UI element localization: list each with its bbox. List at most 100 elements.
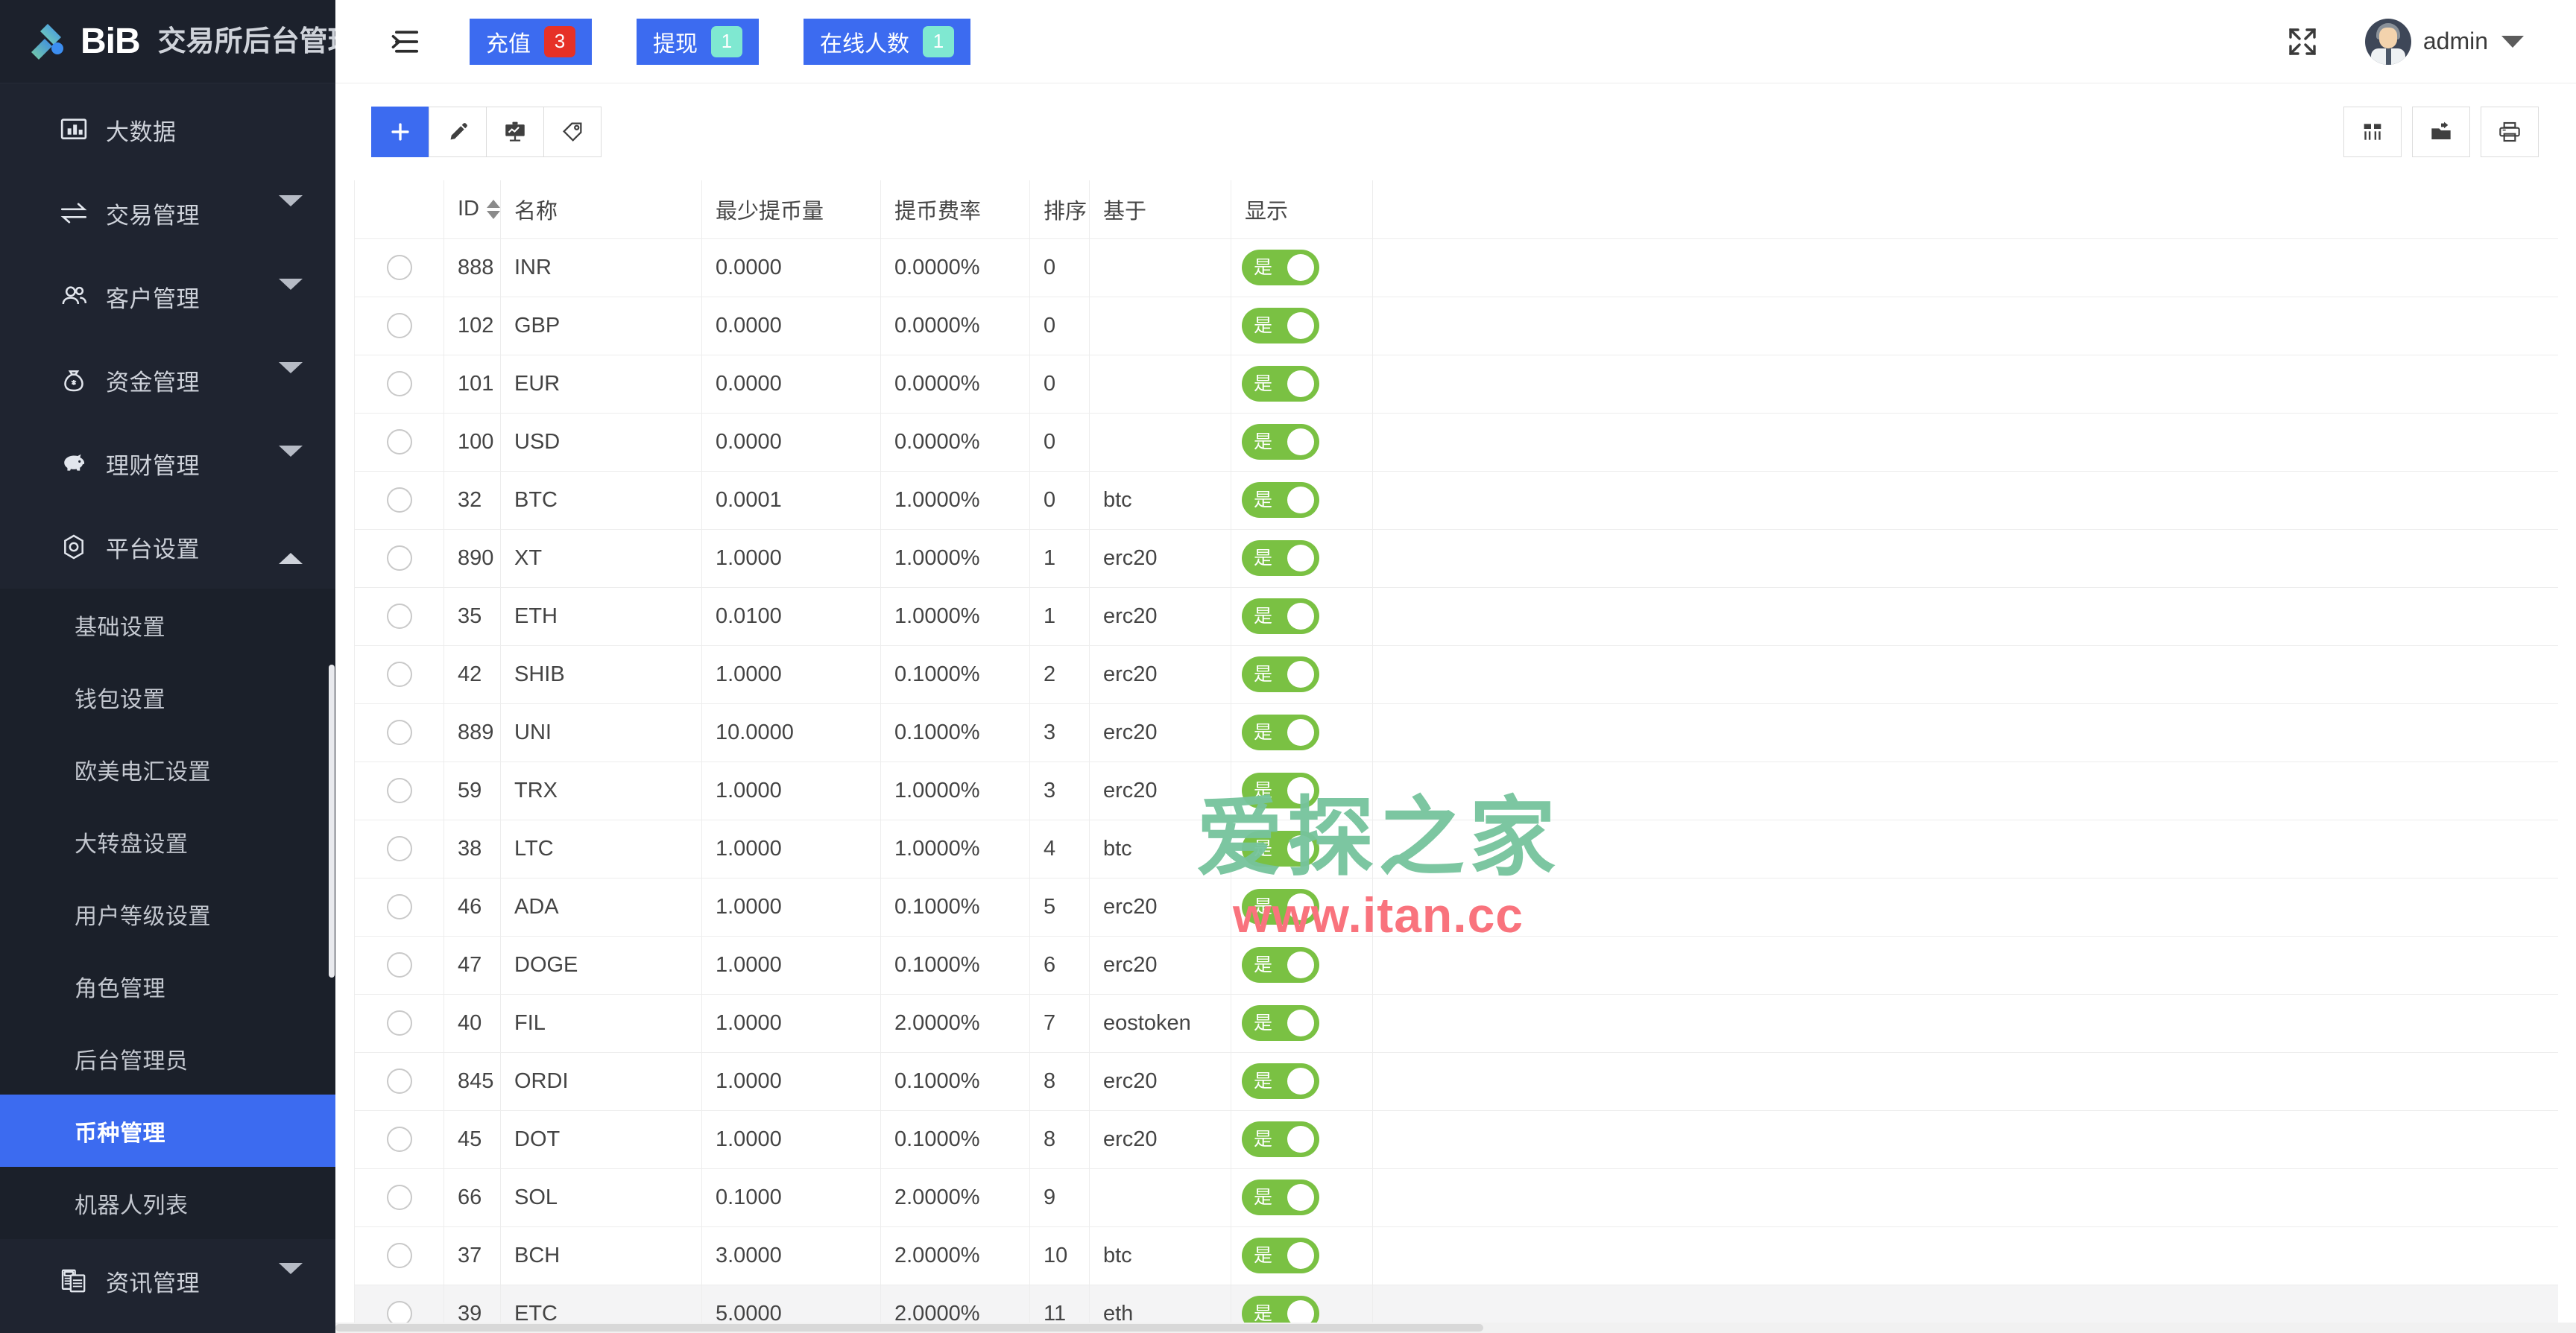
row-select-cell[interactable]: [354, 761, 444, 820]
cell-show[interactable]: 是: [1231, 354, 1373, 414]
cell-show[interactable]: 是: [1231, 703, 1373, 762]
user-menu[interactable]: admin: [2364, 18, 2524, 65]
chevron-down-icon[interactable]: [279, 446, 303, 470]
content-horizontal-scrollbar[interactable]: [335, 1323, 2576, 1333]
submenu-item-user-level-settings[interactable]: 用户等级设置: [75, 904, 211, 929]
row-select-cell[interactable]: [354, 586, 444, 646]
cell-show[interactable]: 是: [1231, 877, 1373, 937]
export-button[interactable]: [2412, 107, 2470, 157]
show-toggle[interactable]: 是: [1242, 366, 1319, 402]
sidebar-item-funds[interactable]: 资金管理: [0, 338, 335, 422]
sidebar-scrollbar-thumb[interactable]: [329, 665, 335, 978]
show-toggle[interactable]: 是: [1242, 656, 1319, 692]
row-select-cell[interactable]: [354, 819, 444, 878]
row-radio-icon[interactable]: [386, 1127, 412, 1153]
row-radio-icon[interactable]: [386, 545, 412, 571]
row-select-cell[interactable]: [354, 1168, 444, 1227]
tag-button[interactable]: [543, 107, 602, 157]
sidebar-item-wealth[interactable]: 理财管理: [0, 422, 335, 505]
row-select-cell[interactable]: [354, 1051, 444, 1111]
sidebar-item-copy-trading[interactable]: 跟单管理: [0, 1323, 335, 1333]
add-button[interactable]: [371, 107, 429, 157]
row-radio-icon[interactable]: [386, 487, 412, 513]
cell-show[interactable]: 是: [1231, 470, 1373, 530]
chevron-up-icon[interactable]: [279, 540, 303, 564]
show-toggle[interactable]: 是: [1242, 424, 1319, 460]
row-radio-icon[interactable]: [386, 778, 412, 804]
fullscreen-icon[interactable]: [2282, 21, 2323, 63]
column-id[interactable]: ID: [443, 180, 501, 239]
submenu-item-role-management[interactable]: 角色管理: [75, 976, 165, 1001]
row-select-cell[interactable]: [354, 1109, 444, 1169]
show-toggle[interactable]: 是: [1242, 250, 1319, 285]
row-select-cell[interactable]: [354, 528, 444, 588]
table-row[interactable]: 66 SOL 0.1000 2.0000% 9 是: [354, 1168, 2558, 1227]
row-radio-icon[interactable]: [386, 720, 412, 746]
submenu-item-currency-management[interactable]: 币种管理: [0, 1095, 335, 1167]
row-select-cell[interactable]: [354, 412, 444, 472]
table-row[interactable]: 59 TRX 1.0000 1.0000% 3 erc20 是: [354, 761, 2558, 820]
cell-show[interactable]: 是: [1231, 761, 1373, 820]
row-select-cell[interactable]: [354, 470, 444, 530]
table-row[interactable]: 100 USD 0.0000 0.0000% 0 是: [354, 412, 2558, 472]
submenu-item-wallet-settings[interactable]: 钱包设置: [75, 687, 165, 712]
show-toggle[interactable]: 是: [1242, 831, 1319, 867]
row-select-cell[interactable]: [354, 993, 444, 1053]
cell-show[interactable]: 是: [1231, 1051, 1373, 1111]
row-radio-icon[interactable]: [386, 1301, 412, 1327]
table-row[interactable]: 46 ADA 1.0000 0.1000% 5 erc20 是: [354, 877, 2558, 937]
show-toggle[interactable]: 是: [1242, 540, 1319, 576]
row-radio-icon[interactable]: [386, 894, 412, 920]
chevron-down-icon[interactable]: [2501, 35, 2524, 48]
cell-show[interactable]: 是: [1231, 296, 1373, 355]
show-toggle[interactable]: 是: [1242, 715, 1319, 750]
row-radio-icon[interactable]: [386, 1010, 412, 1036]
row-select-cell[interactable]: [354, 1226, 444, 1285]
sidebar-item-bigdata[interactable]: 大数据: [0, 88, 335, 171]
submenu-item-wheel-settings[interactable]: 大转盘设置: [75, 832, 189, 857]
row-radio-icon[interactable]: [386, 429, 412, 455]
row-radio-icon[interactable]: [386, 371, 412, 397]
sidebar-item-trade[interactable]: 交易管理: [0, 171, 335, 255]
withdraw-badge-button[interactable]: 提现 1: [637, 18, 759, 65]
cell-show[interactable]: 是: [1231, 645, 1373, 704]
table-row[interactable]: 889 UNI 10.0000 0.1000% 3 erc20 是: [354, 703, 2558, 762]
cell-show[interactable]: 是: [1231, 238, 1373, 297]
cell-show[interactable]: 是: [1231, 1109, 1373, 1169]
online-users-badge-button[interactable]: 在线人数 1: [804, 18, 970, 65]
sidebar-scrollbar[interactable]: [328, 83, 335, 1333]
show-toggle[interactable]: 是: [1242, 1180, 1319, 1215]
submenu-item-robot-list[interactable]: 机器人列表: [75, 1193, 189, 1218]
show-toggle[interactable]: 是: [1242, 773, 1319, 808]
cell-show[interactable]: 是: [1231, 412, 1373, 472]
show-toggle[interactable]: 是: [1242, 1063, 1319, 1099]
chevron-down-icon[interactable]: [279, 362, 303, 387]
row-select-cell[interactable]: [354, 877, 444, 937]
chevron-down-icon[interactable]: [279, 195, 303, 220]
table-row[interactable]: 888 INR 0.0000 0.0000% 0 是: [354, 238, 2558, 297]
sidebar-item-platform-settings[interactable]: 平台设置: [0, 505, 335, 589]
sidebar-item-news[interactable]: 资讯管理: [0, 1239, 335, 1323]
columns-button[interactable]: [2343, 107, 2402, 157]
cell-show[interactable]: 是: [1231, 935, 1373, 995]
cell-show[interactable]: 是: [1231, 586, 1373, 646]
edit-button[interactable]: [429, 107, 487, 157]
chevron-down-icon[interactable]: [279, 279, 303, 303]
deposit-badge-button[interactable]: 充值 3: [470, 18, 592, 65]
table-row[interactable]: 102 GBP 0.0000 0.0000% 0 是: [354, 296, 2558, 355]
show-toggle[interactable]: 是: [1242, 1005, 1319, 1041]
content-horizontal-scrollbar-thumb[interactable]: [335, 1324, 1483, 1332]
print-button[interactable]: [2481, 107, 2539, 157]
show-toggle[interactable]: 是: [1242, 1238, 1319, 1273]
show-toggle[interactable]: 是: [1242, 482, 1319, 518]
row-radio-icon[interactable]: [386, 1068, 412, 1095]
cell-show[interactable]: 是: [1231, 993, 1373, 1053]
row-radio-icon[interactable]: [386, 1185, 412, 1211]
table-row[interactable]: 890 XT 1.0000 1.0000% 1 erc20 是: [354, 528, 2558, 588]
row-select-cell[interactable]: [354, 935, 444, 995]
row-radio-icon[interactable]: [386, 952, 412, 978]
show-toggle[interactable]: 是: [1242, 598, 1319, 634]
show-toggle[interactable]: 是: [1242, 889, 1319, 925]
row-radio-icon[interactable]: [386, 255, 412, 281]
row-radio-icon[interactable]: [386, 836, 412, 862]
